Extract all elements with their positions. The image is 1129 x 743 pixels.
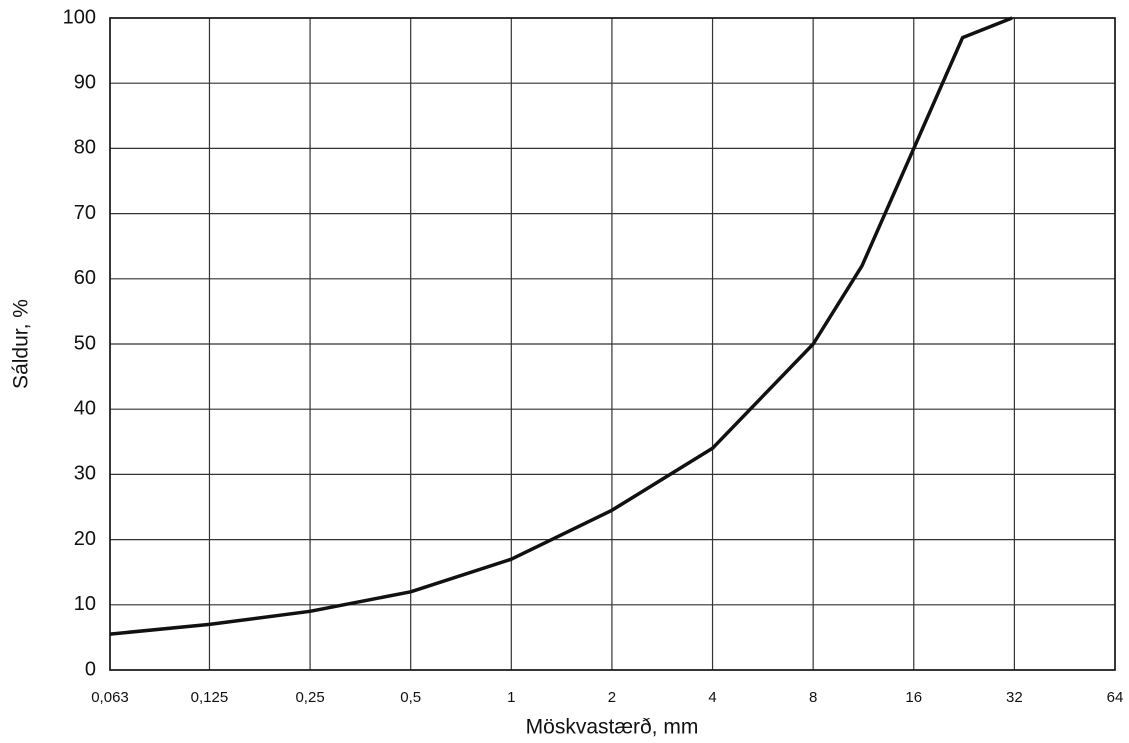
x-tick-label: 0,5 [400,689,421,706]
y-tick-label: 50 [74,332,96,354]
x-tick-label: 4 [708,689,716,706]
y-tick-label: 0 [85,658,96,680]
y-tick-label: 20 [74,528,96,550]
y-axis-label: Sáldur, % [10,299,33,389]
x-tick-label: 8 [809,689,817,706]
data-line [109,16,1013,636]
y-tick-label: 30 [74,463,96,485]
x-tick-label: 32 [1006,689,1023,706]
y-tick-label: 60 [74,267,96,289]
x-tick-label: 0,125 [191,689,229,706]
x-axis-label: Möskvastærð, mm [526,716,699,739]
x-tick-label: 16 [905,689,922,706]
x-tick-label: 0,063 [91,689,129,706]
x-tick-label: 2 [608,689,616,706]
y-tick-label: 100 [63,6,96,28]
y-tick-label: 90 [74,71,96,93]
y-tick-label: 70 [74,202,96,224]
y-tick-label: 80 [74,137,96,159]
y-tick-label: 40 [74,397,96,419]
x-tick-label: 1 [507,689,515,706]
plot-frame [109,17,1116,671]
x-tick-label: 64 [1107,689,1124,706]
x-tick-label: 0,25 [295,689,324,706]
y-tick-label: 10 [74,593,96,615]
